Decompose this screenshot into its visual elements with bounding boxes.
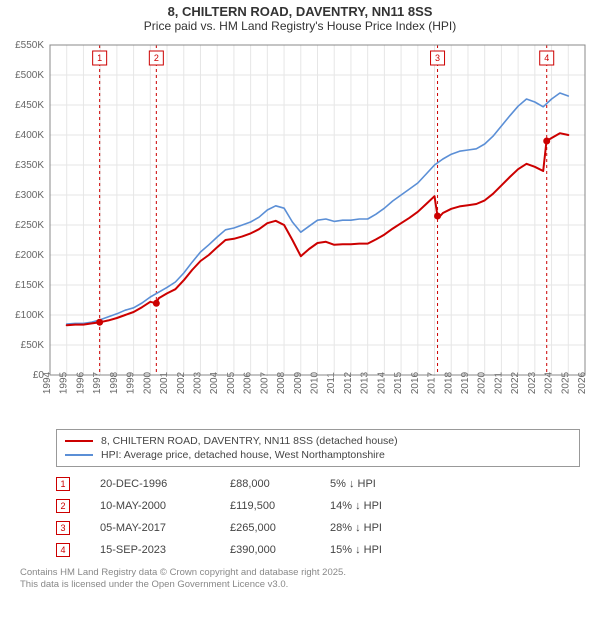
svg-text:£50K: £50K <box>21 340 45 351</box>
sale-diff: 15% ↓ HPI <box>330 544 430 556</box>
sale-diff: 14% ↓ HPI <box>330 500 430 512</box>
title-address: 8, CHILTERN ROAD, DAVENTRY, NN11 8SS <box>0 4 600 19</box>
legend-row: 8, CHILTERN ROAD, DAVENTRY, NN11 8SS (de… <box>65 434 571 448</box>
sale-marker: 4 <box>56 543 70 557</box>
title-block: 8, CHILTERN ROAD, DAVENTRY, NN11 8SS Pri… <box>0 0 600 35</box>
sale-diff: 5% ↓ HPI <box>330 478 430 490</box>
svg-text:£400K: £400K <box>15 130 44 141</box>
sale-marker: 1 <box>56 477 70 491</box>
svg-text:£500K: £500K <box>15 70 44 81</box>
svg-text:4: 4 <box>544 53 549 63</box>
svg-text:£350K: £350K <box>15 160 44 171</box>
title-subtitle: Price paid vs. HM Land Registry's House … <box>0 19 600 33</box>
sale-date: 15-SEP-2023 <box>100 544 230 556</box>
svg-text:£100K: £100K <box>15 310 44 321</box>
sale-row: 2 10-MAY-2000£119,50014% ↓ HPI <box>56 495 580 517</box>
footer-line1: Contains HM Land Registry data © Crown c… <box>20 567 580 579</box>
svg-text:3: 3 <box>435 53 440 63</box>
footer-line2: This data is licensed under the Open Gov… <box>20 579 580 591</box>
sale-date: 05-MAY-2017 <box>100 522 230 534</box>
sale-row: 1 20-DEC-1996£88,0005% ↓ HPI <box>56 473 580 495</box>
svg-text:£200K: £200K <box>15 250 44 261</box>
svg-text:£300K: £300K <box>15 190 44 201</box>
svg-text:£450K: £450K <box>15 100 44 111</box>
svg-text:£250K: £250K <box>15 220 44 231</box>
legend-swatch <box>65 440 93 442</box>
svg-text:£550K: £550K <box>15 40 44 51</box>
sale-date: 20-DEC-1996 <box>100 478 230 490</box>
sale-diff: 28% ↓ HPI <box>330 522 430 534</box>
sale-price: £265,000 <box>230 522 330 534</box>
sales-table: 120-DEC-1996£88,0005% ↓ HPI210-MAY-2000£… <box>56 473 580 561</box>
legend-row: HPI: Average price, detached house, West… <box>65 448 571 462</box>
legend-label: HPI: Average price, detached house, West… <box>101 449 385 461</box>
sale-date: 10-MAY-2000 <box>100 500 230 512</box>
sale-price: £390,000 <box>230 544 330 556</box>
legend-label: 8, CHILTERN ROAD, DAVENTRY, NN11 8SS (de… <box>101 435 398 447</box>
sale-row: 4 15-SEP-2023£390,00015% ↓ HPI <box>56 539 580 561</box>
price-chart: £0£50K£100K£150K£200K£250K£300K£350K£400… <box>0 35 600 425</box>
chart-svg: £0£50K£100K£150K£200K£250K£300K£350K£400… <box>0 35 600 425</box>
svg-text:1: 1 <box>97 53 102 63</box>
sale-price: £119,500 <box>230 500 330 512</box>
sale-price: £88,000 <box>230 478 330 490</box>
legend-swatch <box>65 454 93 456</box>
svg-text:2: 2 <box>154 53 159 63</box>
sale-marker: 2 <box>56 499 70 513</box>
legend: 8, CHILTERN ROAD, DAVENTRY, NN11 8SS (de… <box>56 429 580 467</box>
sale-row: 3 05-MAY-2017£265,00028% ↓ HPI <box>56 517 580 539</box>
sale-marker: 3 <box>56 521 70 535</box>
svg-text:£150K: £150K <box>15 280 44 291</box>
footer-attribution: Contains HM Land Registry data © Crown c… <box>20 567 580 592</box>
